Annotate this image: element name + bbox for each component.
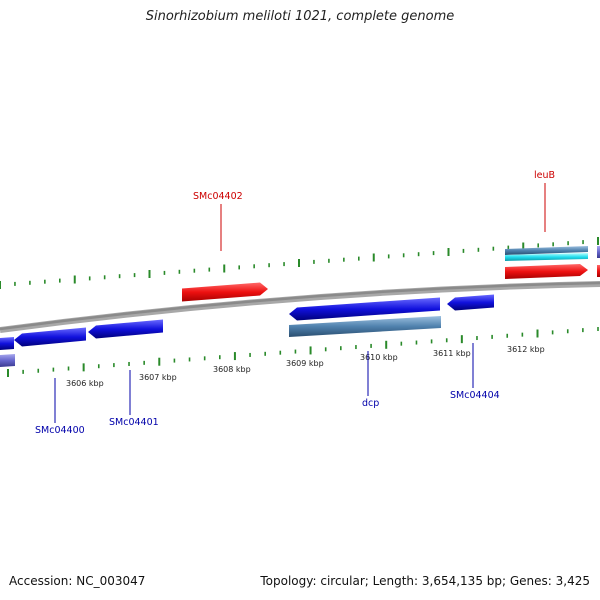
gene-label: SMc04402 (193, 191, 243, 202)
gene-arrow-leub-rna (505, 253, 588, 261)
gene-arrow-leub-cds (505, 246, 588, 255)
gene-labels: SMc04402 leuB SMc04400 SMc04401 dcp SMc04404 (35, 170, 555, 436)
genome-summary-text: Topology: circular; Length: 3,654,135 bp… (260, 574, 590, 588)
gene-label: SMc04400 (35, 425, 85, 436)
gene-features (0, 246, 600, 367)
accession-text: Accession: NC_003047 (9, 574, 146, 588)
gene-label: SMc04401 (109, 417, 159, 428)
inner-scale-ticks (7, 327, 599, 377)
gene-arrow-partial (0, 337, 14, 350)
scale-label: 3611 kbp (433, 349, 471, 358)
map-title: Sinorhizobium meliloti 1021, complete ge… (145, 9, 455, 24)
gene-arrow-smc04401 (88, 319, 163, 339)
scale-label: 3608 kbp (213, 365, 251, 374)
gene-arrow-smc04402 (182, 282, 268, 302)
scale-label: 3610 kbp (360, 353, 398, 362)
backbone-core (0, 281, 600, 331)
scale-labels: 3606 kbp 3607 kbp 3608 kbp 3609 kbp 3610 kbp… (66, 345, 545, 388)
backbone-line (0, 281, 600, 333)
genome-backbone (0, 281, 600, 333)
gene-label: dcp (362, 398, 379, 409)
scale-label: 3609 kbp (286, 359, 324, 368)
gene-label: SMc04404 (450, 390, 500, 401)
gene-arrow-partial (597, 265, 600, 277)
outer-scale-ticks (0, 237, 599, 289)
scale-label: 3612 kbp (507, 345, 545, 354)
gene-arrow-leub (505, 264, 588, 279)
gene-arrow-partial (0, 354, 15, 367)
gene-label: leuB (534, 170, 555, 181)
scale-label: 3607 kbp (139, 373, 177, 382)
gene-arrow-smc04404 (447, 294, 494, 311)
gene-arrow-smc04400 (14, 327, 86, 347)
gene-arrow-dcp (289, 297, 440, 321)
gene-arrow-dcp-cds (289, 316, 441, 337)
scale-label: 3606 kbp (66, 379, 104, 388)
gene-arrow-partial (597, 246, 600, 258)
